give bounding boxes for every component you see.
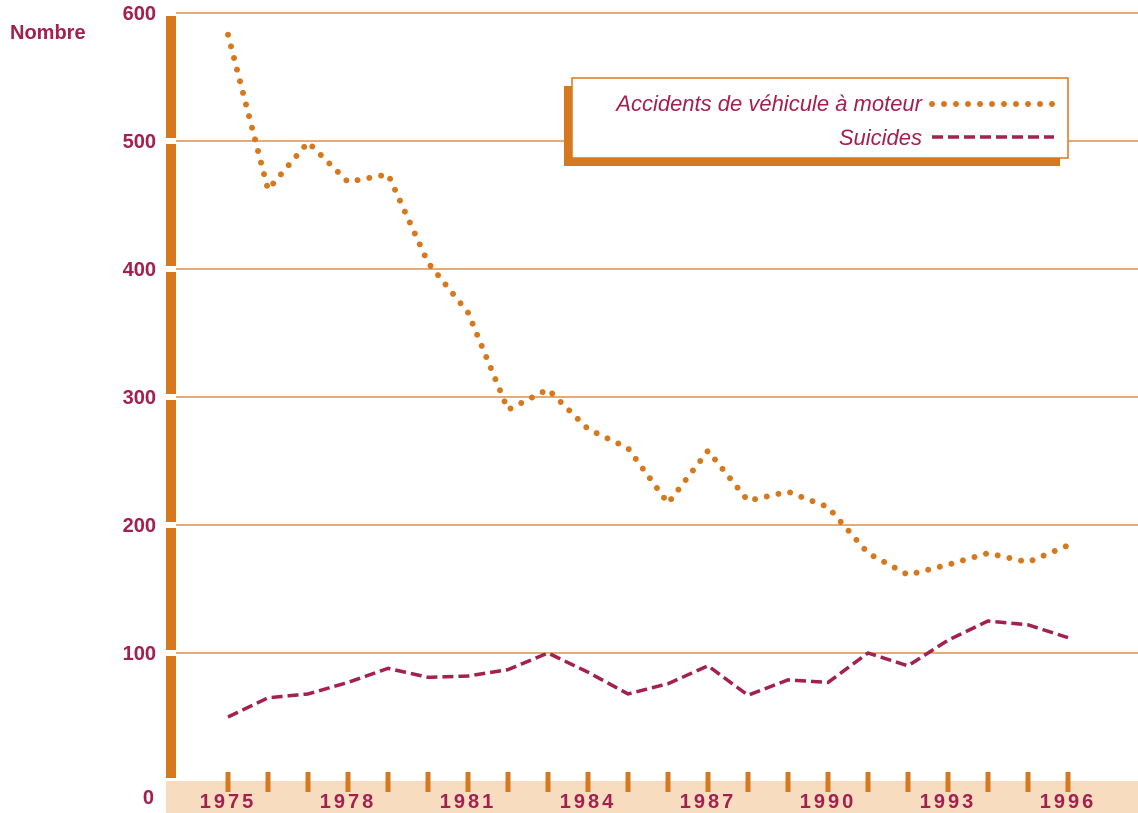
x-tick-mark-1984 xyxy=(586,772,591,792)
y-axis-bar-segment-200 xyxy=(166,400,176,522)
x-tick-mark-1985 xyxy=(626,772,631,792)
x-tick-mark-1983 xyxy=(546,772,551,792)
x-tick-mark-1979 xyxy=(386,772,391,792)
y-tick-label-600: 600 xyxy=(123,3,156,25)
x-tick-mark-1993 xyxy=(946,772,951,792)
y-axis-bar-segment-0 xyxy=(166,656,176,778)
y-tick-label-0: 0 xyxy=(143,787,154,809)
y-axis-bar-segment-400 xyxy=(166,144,176,266)
legend-label-accidents: Accidents de véhicule à moteur xyxy=(614,91,923,116)
x-tick-mark-1975 xyxy=(226,772,231,792)
legend: Accidents de véhicule à moteur Suicides xyxy=(564,78,1068,166)
y-axis-label: Nombre xyxy=(10,22,86,44)
x-tick-mark-1982 xyxy=(506,772,511,792)
y-tick-label-500: 500 xyxy=(123,131,156,153)
y-tick-labels: 0 100 200 300 400 500 600 xyxy=(123,3,156,809)
x-tick-label-1975: 1975 xyxy=(200,791,257,813)
x-tick-mark-1989 xyxy=(786,772,791,792)
x-tick-mark-1995 xyxy=(1026,772,1031,792)
x-tick-label-1996: 1996 xyxy=(1040,791,1097,813)
x-tick-label-1978: 1978 xyxy=(320,791,377,813)
y-tick-label-400: 400 xyxy=(123,259,156,281)
x-tick-label-1984: 1984 xyxy=(560,791,617,813)
x-tick-mark-1994 xyxy=(986,772,991,792)
x-tick-mark-1988 xyxy=(746,772,751,792)
x-tick-label-1990: 1990 xyxy=(800,791,857,813)
x-tick-mark-1977 xyxy=(306,772,311,792)
y-axis-bar-segment-300 xyxy=(166,272,176,394)
y-axis-bar-segment-500 xyxy=(166,16,176,138)
x-tick-mark-1992 xyxy=(906,772,911,792)
x-tick-mark-1981 xyxy=(466,772,471,792)
x-tick-mark-1990 xyxy=(826,772,831,792)
x-tick-mark-1991 xyxy=(866,772,871,792)
series-line-suicides xyxy=(228,621,1068,717)
x-tick-label-1987: 1987 xyxy=(680,791,737,813)
y-tick-label-300: 300 xyxy=(123,387,156,409)
x-tick-label-1981: 1981 xyxy=(440,791,497,813)
x-axis-band xyxy=(166,781,1138,813)
legend-box xyxy=(572,78,1068,158)
y-tick-label-200: 200 xyxy=(123,515,156,537)
x-tick-label-1993: 1993 xyxy=(920,791,977,813)
x-tick-mark-1976 xyxy=(266,772,271,792)
x-tick-mark-1978 xyxy=(346,772,351,792)
legend-label-suicides: Suicides xyxy=(839,125,922,150)
x-tick-mark-1980 xyxy=(426,772,431,792)
x-tick-mark-1987 xyxy=(706,772,711,792)
y-axis-bar xyxy=(166,16,176,778)
y-axis-bar-segment-100 xyxy=(166,528,176,650)
x-tick-mark-1986 xyxy=(666,772,671,792)
x-tick-mark-1996 xyxy=(1066,772,1071,792)
y-tick-label-100: 100 xyxy=(123,643,156,665)
